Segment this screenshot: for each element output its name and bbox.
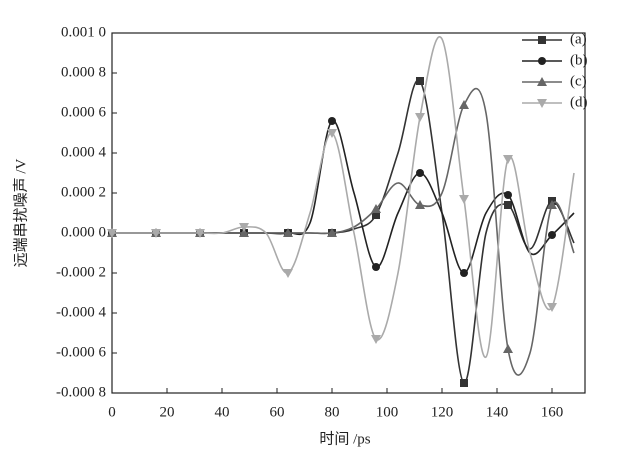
data-point (372, 211, 380, 219)
data-point (548, 231, 556, 239)
y-tick-label: -0.000 8 (56, 384, 106, 400)
data-point (460, 379, 468, 387)
data-point (503, 155, 513, 164)
x-tick-label: 0 (108, 404, 116, 420)
x-tick-label: 20 (160, 404, 175, 420)
data-point (459, 100, 469, 109)
y-tick-label: -0.000 2 (56, 264, 106, 280)
data-point (504, 191, 512, 199)
legend-marker (538, 36, 546, 44)
data-point (547, 303, 557, 312)
y-tick-label: -0.000 4 (56, 304, 106, 320)
legend-marker (537, 77, 547, 86)
data-point (415, 113, 425, 122)
legend-marker (538, 57, 546, 65)
data-point (504, 201, 512, 209)
legend-marker (537, 99, 547, 108)
data-point (327, 228, 337, 237)
data-point (151, 229, 161, 238)
data-point (239, 223, 249, 232)
data-point (107, 229, 117, 238)
x-tick-label: 60 (270, 404, 285, 420)
legend-label: (d) (570, 94, 588, 110)
data-point (460, 269, 468, 277)
data-point (283, 269, 293, 278)
data-point (416, 77, 424, 85)
y-axis-label: 远端串扰噪声 /V (11, 158, 29, 267)
plot-frame (111, 32, 586, 394)
legend-label: (b) (570, 52, 588, 68)
data-point (239, 228, 249, 237)
data-point (328, 117, 336, 125)
data-point (547, 200, 557, 209)
y-tick-label: 0.000 0 (61, 224, 106, 240)
x-tick-label: 40 (215, 404, 230, 420)
y-tick-label: 0.000 2 (61, 184, 106, 200)
data-point (416, 169, 424, 177)
y-tick-label: 0.000 4 (61, 144, 107, 160)
y-tick-label: 0.000 6 (61, 104, 107, 120)
y-tick-label: 0.000 8 (61, 64, 106, 80)
x-axis-label: 时间 /ps (319, 430, 370, 447)
x-tick-label: 80 (325, 404, 340, 420)
data-point (371, 335, 381, 344)
y-tick-label: -0.000 6 (56, 344, 106, 360)
x-tick-label: 120 (431, 404, 454, 420)
data-point (459, 195, 469, 204)
data-point (327, 129, 337, 138)
legend-label: (c) (570, 73, 587, 89)
data-point (283, 228, 293, 237)
x-tick-label: 160 (541, 404, 564, 420)
data-point (371, 204, 381, 213)
data-point (415, 200, 425, 209)
data-point (195, 229, 205, 238)
data-point (372, 263, 380, 271)
x-tick-label: 100 (376, 404, 399, 420)
legend-label: (a) (570, 31, 587, 47)
data-point (503, 344, 513, 353)
y-tick-label: 0.001 0 (61, 24, 106, 40)
x-tick-label: 140 (486, 404, 509, 420)
